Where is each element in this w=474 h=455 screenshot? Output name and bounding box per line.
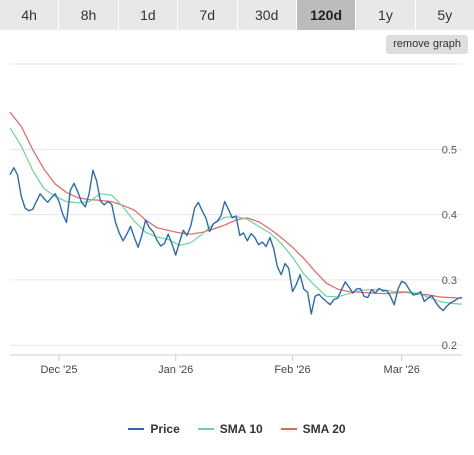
y-tick-label: 0.3: [442, 275, 457, 287]
y-tick-label: 0.4: [442, 210, 457, 222]
x-tick-label: Dec '25: [40, 364, 77, 376]
x-tick-label: Mar '26: [384, 364, 420, 376]
y-tick-label: 0.2: [442, 340, 457, 352]
legend-item-sma-20[interactable]: SMA 20: [280, 422, 346, 436]
tab-1d[interactable]: 1d: [118, 0, 179, 30]
legend-label: SMA 10: [219, 422, 263, 436]
legend-swatch: [280, 428, 297, 430]
tab-30d[interactable]: 30d: [237, 0, 297, 30]
legend-item-sma-10[interactable]: SMA 10: [197, 422, 263, 436]
series-line-price: [9, 166, 463, 315]
timeframe-tabs: 4h 8h 1d 7d 30d 120d 1y 5y: [0, 0, 474, 30]
grid-lines: [10, 63, 462, 356]
series-lines: [9, 111, 463, 315]
price-chart: Dec '25 Jan '26 Feb '26 Mar '26 0.20.30.40.…: [9, 63, 463, 376]
x-axis-ticks: Dec '25 Jan '26 Feb '26 Mar '26: [40, 355, 420, 376]
tab-4h[interactable]: 4h: [0, 0, 60, 30]
legend-swatch: [197, 428, 214, 430]
legend-item-price[interactable]: Price: [128, 422, 180, 436]
tab-8h[interactable]: 8h: [59, 0, 119, 30]
y-tick-label: 0.5: [442, 144, 457, 156]
series-line-sma-20: [9, 111, 463, 299]
tab-5y[interactable]: 5y: [415, 0, 474, 30]
tab-120d[interactable]: 120d: [296, 0, 357, 30]
y-axis-ticks: 0.2 0.3 0.4 0.5: [442, 144, 457, 352]
legend-label: Price: [150, 422, 180, 436]
chart-legend: Price SMA 10 SMA 20: [0, 418, 474, 440]
legend-swatch: [128, 428, 145, 430]
tab-7d[interactable]: 7d: [178, 0, 238, 30]
remove-graph-button[interactable]: remove graph: [386, 35, 468, 54]
x-tick-label: Feb '26: [274, 364, 310, 376]
x-tick-label: Jan '26: [158, 364, 193, 376]
tab-1y[interactable]: 1y: [356, 0, 416, 30]
legend-label: SMA 20: [302, 422, 346, 436]
